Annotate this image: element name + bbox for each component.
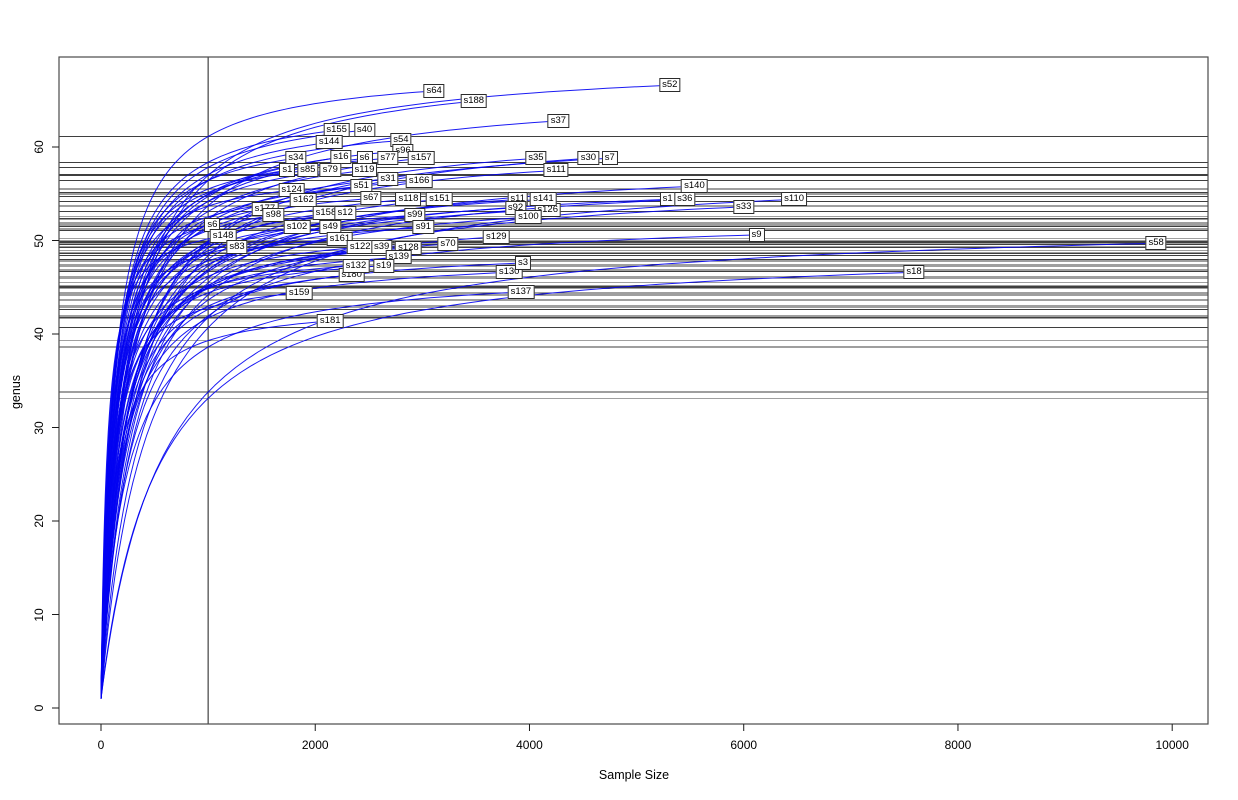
rarefaction-curve [100,274,352,699]
x-axis-title: Sample Size [598,768,670,782]
rarefaction-curve [100,216,529,699]
plot-border [58,56,1209,725]
y-tick-label: 50 [32,233,46,248]
y-tick-label: 40 [32,327,46,341]
rarefaction-curve [100,198,685,699]
y-tick-label: 60 [32,140,46,154]
rarefaction-curve [100,271,915,699]
rarefaction-curve [100,247,409,699]
x-tick-label: 4000 [516,738,543,752]
x-tick-label: 6000 [730,738,758,752]
y-axis-title: genus [9,374,23,410]
rarefaction-curve [100,246,238,699]
rarefaction-curve [100,157,610,699]
y-tick-label: 30 [32,420,46,435]
x-tick-label: 0 [97,738,105,752]
rarefaction-curve [100,90,435,699]
y-tick-label: 10 [32,607,46,622]
rarefaction-curve [100,256,399,699]
rarefaction-curve [100,242,1157,699]
rarefaction-curve [100,265,384,699]
y-tick-label: 20 [32,514,46,528]
x-tick-label: 2000 [301,738,329,752]
rarefaction-curve [100,292,300,699]
y-tick-label: 0 [32,704,46,712]
rarefaction-curve [100,198,795,699]
rarefaction-curve [100,271,510,699]
rarefaction-curve [100,198,668,699]
rarefaction-curve [100,234,757,699]
rarefaction-curve [100,246,382,699]
x-tick-label: 8000 [944,738,972,752]
rarefaction-curve [100,206,744,699]
rarefaction-curve [100,291,521,699]
rarefaction-curve [100,238,340,699]
rarefaction-curve [100,320,331,699]
rarefaction-curve [100,235,224,699]
x-tick-label: 10000 [1155,738,1189,752]
rarefaction-curve [100,157,536,699]
rarefaction-curve [100,214,274,699]
